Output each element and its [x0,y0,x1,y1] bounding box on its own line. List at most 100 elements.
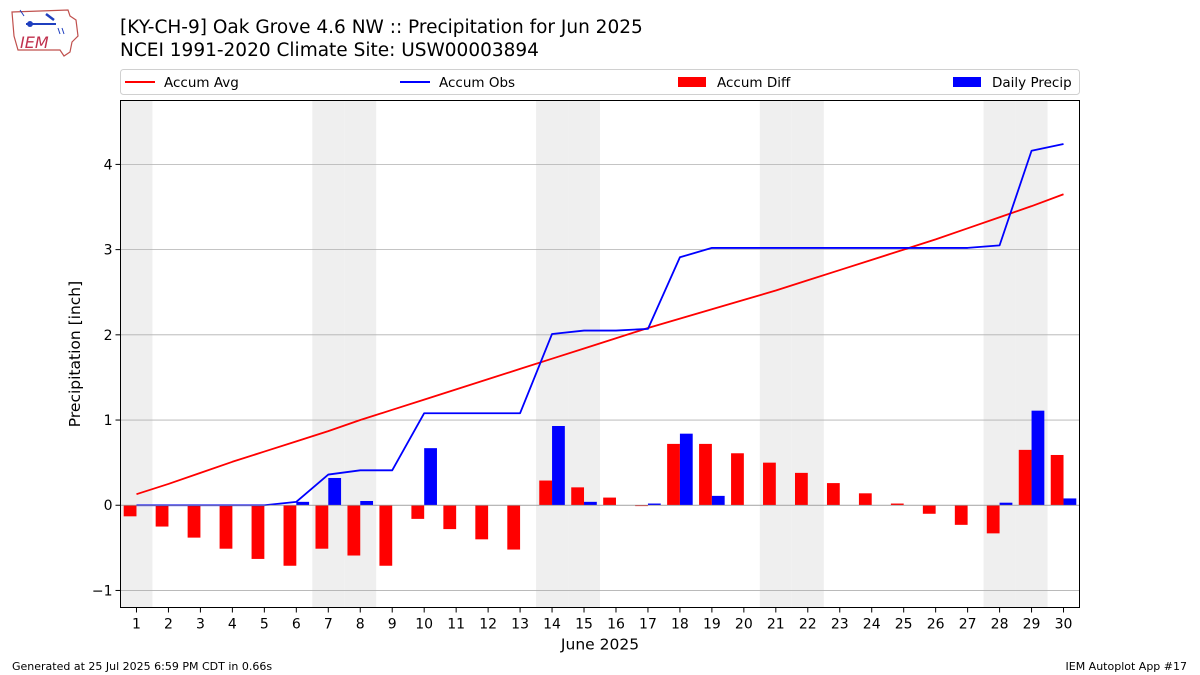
daily-bar-30 [1063,498,1077,506]
diff-bar-11 [443,505,457,530]
xtick-label-4: 4 [228,617,237,633]
weekend-band-22 [791,100,824,608]
diff-bar-15 [571,487,585,506]
diff-bar-14 [539,480,553,506]
xtick-label-16: 16 [607,617,625,633]
ytick-label-4: 4 [104,157,113,173]
diff-bar-18 [667,443,680,506]
iem-logo: IEM [8,6,80,62]
xtick-label-30: 30 [1055,617,1073,633]
daily-bar-10 [424,448,437,506]
daily-bar-19 [711,495,725,506]
diff-bar-1 [123,505,137,517]
daily-bar-28 [999,502,1013,506]
diff-bar-8 [347,505,361,556]
legend: Accum Avg Accum Obs Accum Diff Daily Precip [120,69,1080,95]
xtick-label-7: 7 [324,617,333,633]
xtick-label-23: 23 [831,617,849,633]
xtick-label-9: 9 [388,617,397,633]
diff-bar-28 [986,505,1000,534]
ytick-label-3: 3 [104,243,113,259]
legend-label-daily-precip: Daily Precip [992,75,1072,91]
daily-bar-17 [647,503,661,506]
diff-bar-24 [858,493,872,506]
xtick-label-15: 15 [575,617,593,633]
legend-label-accum-diff: Accum Diff [717,75,791,91]
xtick-label-11: 11 [447,617,465,633]
ytick-label-0: 0 [104,498,113,514]
chart-title: [KY-CH-9] Oak Grove 4.6 NW :: Precipitat… [120,17,643,38]
xtick-label-10: 10 [415,617,433,633]
diff-bar-19 [699,443,712,506]
legend-swatch-accum-diff [678,77,706,87]
daily-bar-29 [1031,410,1045,506]
daily-bar-6 [296,501,310,506]
diff-bar-22 [794,472,808,506]
iem-logo-text: IEM [20,33,49,52]
diff-bar-5 [251,505,265,559]
diff-bar-25 [890,503,904,506]
diff-bar-4 [219,505,233,549]
line-accum-obs [136,143,1064,507]
xtick-label-17: 17 [639,617,657,633]
y-axis-ticks: −1 0 1 2 3 4 [92,157,121,599]
weekend-band-1 [120,100,153,608]
diff-bar-26 [922,505,936,514]
bar-series [123,410,1077,566]
diff-bar-10 [411,505,425,519]
chart-subtitle: NCEI 1991-2020 Climate Site: USW00003894 [120,40,539,61]
diff-bar-23 [826,483,840,506]
weekend-band-14 [536,100,569,608]
daily-bar-7 [328,477,342,506]
ytick-label-2: 2 [104,328,113,344]
weekend-band-15 [568,100,600,608]
legend-label-accum-avg: Accum Avg [164,75,239,91]
xtick-label-25: 25 [895,617,913,633]
xtick-label-18: 18 [671,617,689,633]
diff-bar-16 [603,497,616,506]
daily-bar-8 [360,500,374,506]
daily-bar-18 [679,433,693,506]
legend-label-accum-obs: Accum Obs [439,75,515,91]
generated-timestamp: Generated at 25 Jul 2025 6:59 PM CDT in … [12,660,273,673]
app-credit: IEM Autoplot App #17 [1065,660,1188,673]
xtick-label-2: 2 [164,617,173,633]
x-axis-label: June 2025 [560,636,639,654]
diff-bar-2 [155,505,169,527]
plot-frame [120,100,1080,608]
diff-bar-30 [1050,454,1064,506]
xtick-label-26: 26 [927,617,945,633]
daily-bar-15 [584,501,597,506]
legend-swatch-daily-precip [953,77,981,87]
xtick-label-21: 21 [767,617,785,633]
diff-bar-17 [635,505,648,507]
diff-bar-9 [379,505,393,566]
diff-bar-12 [475,505,489,540]
xtick-label-19: 19 [703,617,721,633]
diff-bar-27 [954,505,968,525]
weekend-band-29 [1015,100,1048,608]
diff-bar-20 [731,453,744,506]
x-axis-ticks: 1 2 3 4 5 6 7 8 9 10 11 12 13 14 15 16 17 18 19 20 21 22 23 24 2… [132,607,1073,633]
diff-bar-13 [507,505,521,550]
ytick-label--1: −1 [92,583,113,599]
y-axis-label: Precipitation [inch] [66,281,84,427]
diff-bar-7 [315,505,329,549]
xtick-label-12: 12 [479,617,497,633]
legend-box [120,69,1080,95]
ytick-label-1: 1 [104,413,113,429]
xtick-label-27: 27 [959,617,977,633]
xtick-label-8: 8 [356,617,365,633]
xtick-label-24: 24 [863,617,881,633]
xtick-label-28: 28 [991,617,1009,633]
diff-bar-3 [187,505,201,538]
weekend-band-21 [759,100,792,608]
xtick-label-29: 29 [1023,617,1041,633]
xtick-label-14: 14 [543,617,561,633]
xtick-label-22: 22 [799,617,817,633]
xtick-label-6: 6 [292,617,301,633]
xtick-label-20: 20 [735,617,753,633]
xtick-label-3: 3 [196,617,205,633]
diff-bar-6 [283,505,297,566]
